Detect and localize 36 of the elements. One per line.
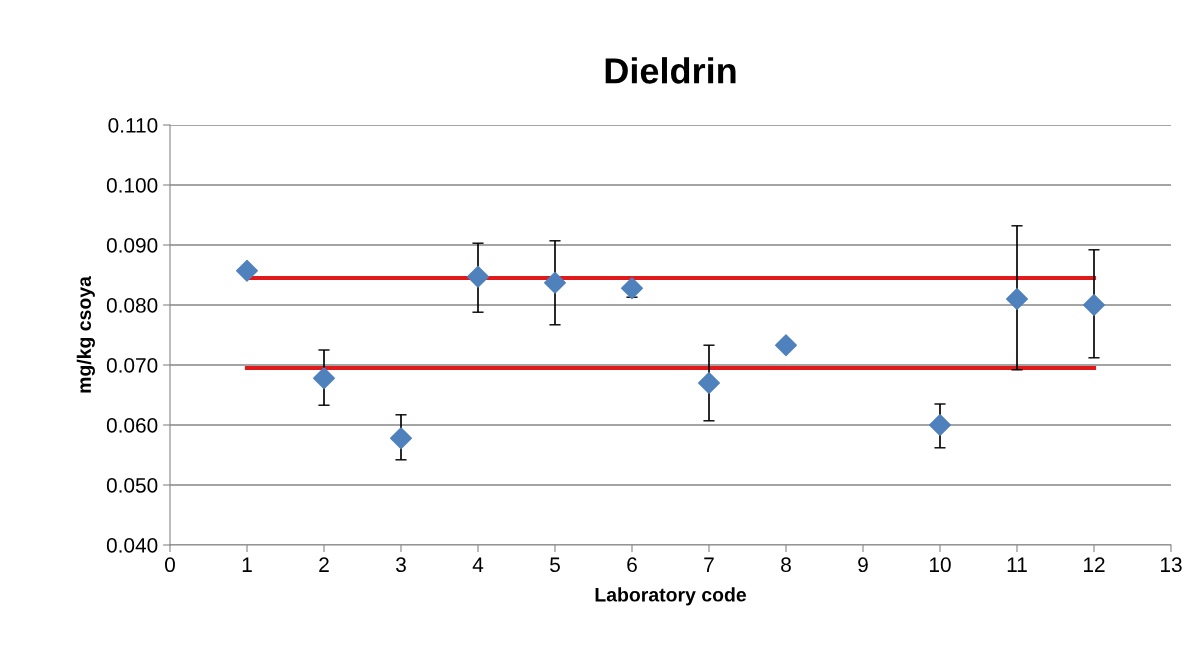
chart-title: Dieldrin [605,57,736,84]
x-tick-label: 4 [472,557,484,572]
y-tick-label: 0.100 [106,178,158,193]
point [775,334,797,357]
point [621,277,643,300]
x-tick-label: 12 [1084,557,1105,572]
y-tick-label: 0.070 [106,358,158,373]
point [236,259,258,282]
y-tick-label: 0.080 [106,298,158,313]
point [544,271,566,294]
x-tick-label: 11 [1007,557,1027,572]
x-tick-label: 3 [396,557,406,573]
point [467,265,489,288]
point [929,414,951,436]
x-tick-label: 0 [165,557,175,573]
x-tick-label: 9 [858,557,868,573]
x-tick-label: 10 [930,557,951,573]
y-tick-label: 0.050 [106,478,158,493]
point [390,427,412,450]
point [698,372,720,394]
y-axis-title: mg/kg csoya [76,275,95,393]
x-tick-label: 6 [627,557,637,573]
y-tick-label: 0.040 [106,538,158,553]
x-tick-label: 1 [242,557,252,572]
y-tick-label: 0.060 [106,418,158,433]
x-tick-label: 7 [704,557,714,572]
x-tick-label: 13 [1161,557,1182,573]
y-tick-label: 0.090 [106,238,158,253]
x-tick-label: 5 [550,557,560,573]
y-tick-label: 0.110 [108,118,158,133]
point [1006,288,1028,310]
x-tick-label: 8 [781,557,791,573]
point [313,367,335,390]
x-axis-title: Laboratory code [595,587,747,606]
point [1083,294,1105,316]
x-tick-label: 2 [319,557,329,572]
